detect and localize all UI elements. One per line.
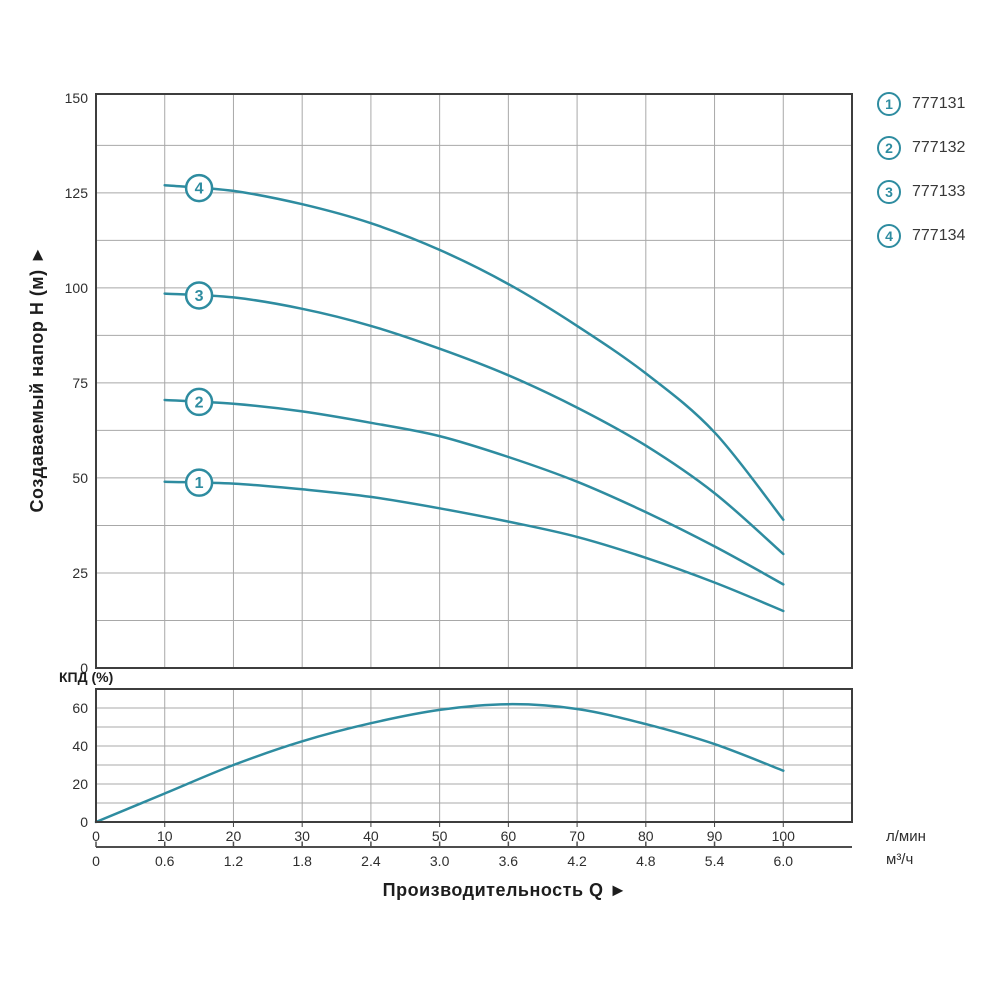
curve-markers: 1 2 3 4 — [184, 173, 214, 497]
x-unit-lmin-label: л/мин — [886, 828, 926, 845]
legend-code: 777133 — [912, 183, 966, 200]
y-tick-label: 25 — [72, 565, 88, 581]
curve-marker-number: 3 — [195, 288, 204, 305]
circled-2-icon: 2 — [877, 136, 901, 160]
x-axis-lmin: 0 10 20 30 40 50 60 70 80 90 100 — [92, 823, 795, 844]
circled-4-icon: 4 — [877, 224, 901, 248]
legend: 1 777131 2 777132 3 777133 4 777134 — [877, 92, 965, 268]
head-curve-777131 — [163, 480, 785, 613]
x-tick-label-lmin: 50 — [432, 828, 448, 844]
curve-marker-circle-4 — [184, 173, 214, 203]
y-axis-title: Создаваемый напор H (м) ► — [27, 245, 47, 513]
eff-tick-label: 60 — [72, 700, 88, 716]
y-tick-labels-eff: 0 20 40 60 — [72, 700, 88, 830]
curve-marker-number: 4 — [195, 181, 204, 198]
curve-marker-number: 2 — [195, 394, 204, 411]
x-unit-m3h-label: м³/ч — [886, 851, 914, 868]
y-tick-label: 50 — [72, 470, 88, 486]
x-axis-title: Производительность Q ► — [382, 880, 628, 900]
curve-marker-circle-2 — [184, 387, 214, 417]
eff-tick-label: 0 — [80, 814, 88, 830]
x-tick-label-m3h: 0 — [92, 853, 100, 869]
efficiency-plot-border — [95, 688, 853, 823]
curve-marker-circle-1 — [184, 468, 214, 497]
head-curve-777132 — [163, 398, 785, 586]
circled-1-icon: 1 — [877, 92, 901, 116]
x-tick-label-lmin: 10 — [157, 828, 173, 844]
x-tick-label-lmin: 30 — [294, 828, 310, 844]
x-tick-label-lmin: 90 — [707, 828, 723, 844]
legend-code: 777131 — [912, 95, 966, 112]
gridlines — [96, 94, 852, 822]
curve-marker-circle-3 — [184, 281, 214, 310]
x-axis-m3h: 0 0.6 1.2 1.8 2.4 3.0 3.6 4.2 4.8 5.4 6.0 — [92, 841, 852, 869]
x-tick-label-lmin: 20 — [226, 828, 242, 844]
curves — [94, 183, 785, 824]
y-tick-labels-main: 0 25 50 75 100 125 150 — [65, 90, 89, 676]
x-tick-label-m3h: 3.6 — [499, 853, 519, 869]
circled-3-icon: 3 — [877, 180, 901, 204]
curve-marker-number: 1 — [195, 475, 204, 492]
x-tick-label-m3h: 0.6 — [155, 853, 175, 869]
eff-tick-label: 40 — [72, 738, 88, 754]
x-tick-label-lmin: 0 — [92, 828, 100, 844]
y-tick-label: 75 — [72, 375, 88, 391]
x-tick-label-lmin: 70 — [569, 828, 585, 844]
eff-tick-label: 20 — [72, 776, 88, 792]
efficiency-curve — [94, 702, 785, 824]
x-tick-label-m3h: 4.8 — [636, 853, 656, 869]
y-tick-label: 150 — [65, 90, 89, 106]
x-tick-label-m3h: 5.4 — [705, 853, 725, 869]
y-tick-label: 100 — [65, 280, 89, 296]
x-tick-label-lmin: 40 — [363, 828, 379, 844]
legend-item: 3 777133 — [877, 180, 965, 204]
main-plot-border — [95, 93, 853, 669]
x-tick-label-m3h: 4.2 — [567, 853, 587, 869]
legend-item: 2 777132 — [877, 136, 965, 160]
legend-code: 777132 — [912, 139, 966, 156]
efficiency-axis-title: КПД (%) — [59, 669, 114, 685]
head-curve-777134 — [163, 183, 785, 521]
legend-code: 777134 — [912, 227, 966, 244]
x-tick-label-m3h: 1.2 — [224, 853, 244, 869]
x-tick-label-m3h: 2.4 — [361, 853, 381, 869]
x-tick-label-m3h: 6.0 — [774, 853, 794, 869]
x-tick-label-lmin: 100 — [772, 828, 796, 844]
x-tick-label-lmin: 60 — [501, 828, 517, 844]
head-curve-777133 — [163, 292, 785, 556]
y-tick-label: 125 — [65, 185, 89, 201]
x-tick-label-m3h: 3.0 — [430, 853, 450, 869]
x-tick-label-m3h: 1.8 — [292, 853, 312, 869]
legend-item: 4 777134 — [877, 224, 965, 248]
legend-item: 1 777131 — [877, 92, 965, 116]
y-tick-label: 0 — [80, 660, 88, 676]
x-tick-label-lmin: 80 — [638, 828, 654, 844]
